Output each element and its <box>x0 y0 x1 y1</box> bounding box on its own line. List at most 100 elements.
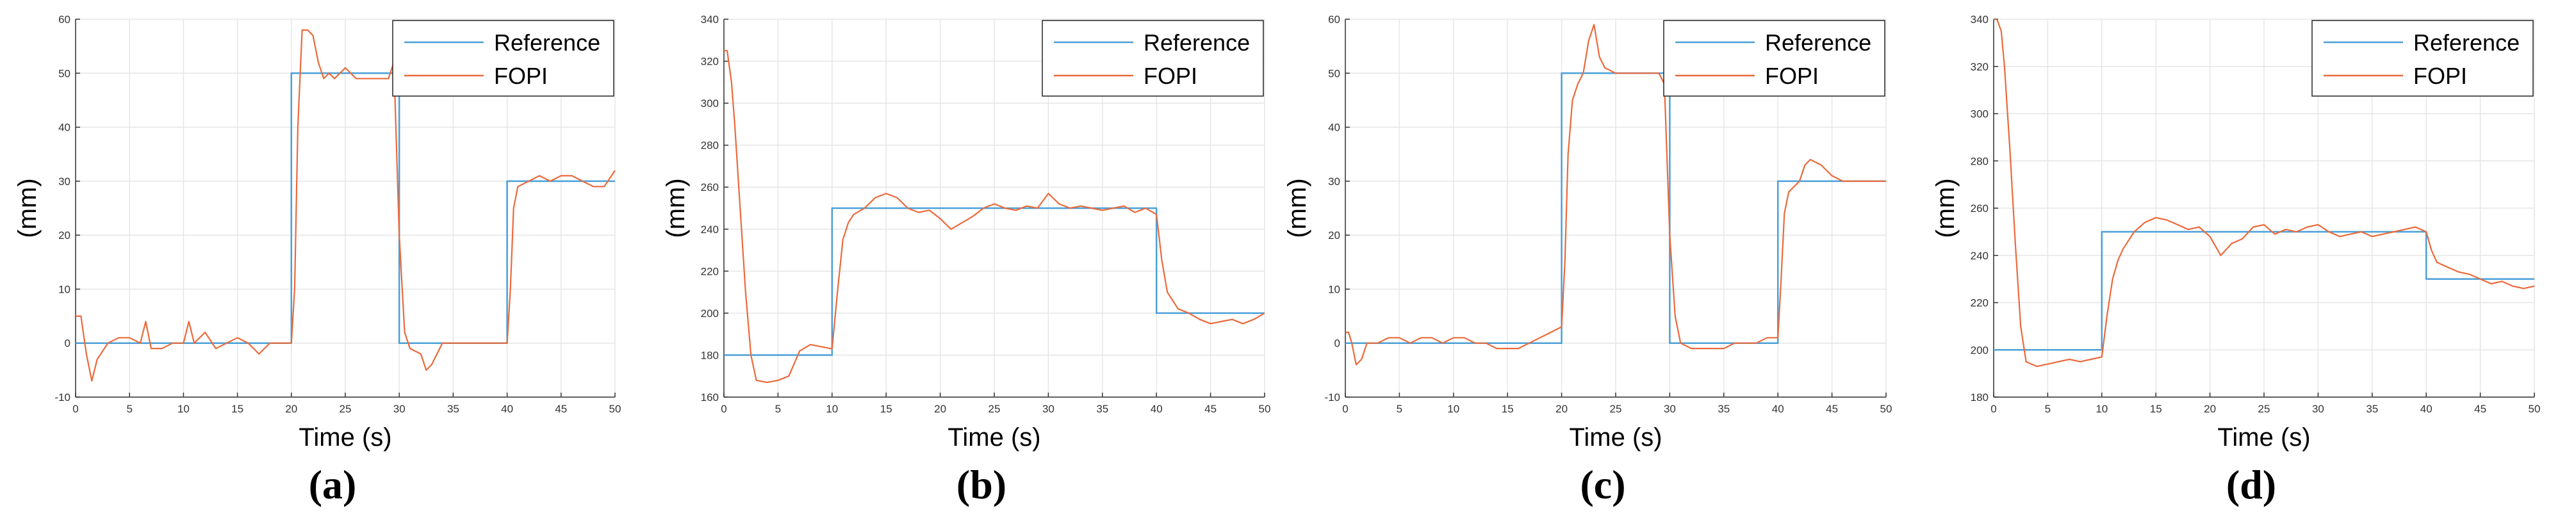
y-tick-label: 30 <box>1328 175 1340 188</box>
chart-panel-3: 0 5 10 15 20 25 30 35 40 45 50-100102030405060Refe… <box>1283 13 1892 507</box>
y-tick-label: 0 <box>1334 338 1340 350</box>
x-tick-label: 15 <box>231 403 243 415</box>
y-tick-label: 10 <box>1328 283 1340 295</box>
y-tick-label: -10 <box>54 391 70 404</box>
legend-label-reference: Reference <box>1765 29 1871 56</box>
x-tick-label: 10 <box>826 403 838 415</box>
x-tick-label: 35 <box>1718 403 1730 415</box>
x-tick-label: 10 <box>1447 403 1459 415</box>
y-tick-label: 280 <box>1971 155 1989 167</box>
x-tick-label: 40 <box>1151 403 1163 415</box>
y-tick-label: 220 <box>701 265 719 277</box>
x-axis-label: Time (s) <box>2217 423 2310 452</box>
y-axis-label: (mm) <box>1932 178 1960 238</box>
x-axis-label: Time (s) <box>948 423 1040 452</box>
x-tick-label: 15 <box>880 403 892 415</box>
series-line-fopi <box>724 50 1265 384</box>
legend-label-fopi: FOPI <box>1144 63 1197 89</box>
chart-panel-4: 0 5 10 15 20 25 30 35 40 45 50 180 200 220 240 260 280 30… <box>1932 13 2540 507</box>
y-tick-label: 160 <box>701 391 719 404</box>
series-line-reference <box>76 72 615 344</box>
x-tick-label: 45 <box>555 403 567 415</box>
y-tick-label: 30 <box>58 175 70 188</box>
x-tick-label: 40 <box>1772 403 1784 415</box>
y-tick-label: 10 <box>58 283 70 295</box>
x-tick-label: 40 <box>501 403 513 415</box>
x-tick-label: 15 <box>2150 403 2162 415</box>
y-tick-label: 240 <box>1971 250 1989 262</box>
x-tick-label: 30 <box>1664 403 1676 415</box>
x-tick-label: 45 <box>2474 403 2486 415</box>
chart-panel-1: 0 5 10 15 20 25 30 35 40 45 50-100102030405060Refe… <box>13 13 621 507</box>
x-tick-label: 5 <box>775 403 781 415</box>
y-axis-label: (mm) <box>662 178 690 238</box>
x-tick-label: 0 <box>72 403 78 415</box>
legend-label-fopi: FOPI <box>2413 63 2467 89</box>
panel-label: (d) <box>2226 462 2276 507</box>
legend-box <box>2311 20 2534 97</box>
y-tick-label: 340 <box>1971 13 1989 26</box>
x-tick-label: 30 <box>2312 403 2324 415</box>
y-tick-label: 200 <box>701 307 719 320</box>
x-tick-label: 5 <box>1397 403 1402 415</box>
legend-label-reference: Reference <box>1144 29 1250 56</box>
x-axis-label: Time (s) <box>1569 423 1662 452</box>
legend-label-fopi: FOPI <box>1765 63 1819 89</box>
x-tick-label: 5 <box>126 403 132 415</box>
y-tick-label: 300 <box>1971 108 1989 120</box>
x-tick-label: 30 <box>1042 403 1054 415</box>
x-tick-label: 25 <box>989 403 1001 415</box>
y-tick-label: 60 <box>58 13 70 26</box>
y-tick-label: 20 <box>58 229 70 241</box>
y-tick-label: 320 <box>701 56 719 68</box>
x-tick-label: 0 <box>1342 403 1348 415</box>
y-tick-label: 240 <box>701 224 719 236</box>
legend-label-fopi: FOPI <box>494 63 548 89</box>
y-tick-label: 340 <box>701 13 719 26</box>
y-axis-label: (mm) <box>1283 178 1311 238</box>
x-tick-label: 50 <box>2529 403 2541 415</box>
x-tick-label: 45 <box>1826 403 1838 415</box>
x-tick-label: 50 <box>1880 403 1892 415</box>
series-line-reference <box>724 207 1265 356</box>
x-tick-label: 30 <box>393 403 406 415</box>
series-line-fopi <box>76 29 615 382</box>
panel-label: (a) <box>309 462 357 507</box>
legend: Reference FOPI <box>2311 20 2534 97</box>
legend-box <box>1042 20 1264 97</box>
legend: Reference FOPI <box>1042 20 1264 97</box>
panel-label: (c) <box>1580 462 1625 507</box>
legend-box <box>1663 20 1885 97</box>
series-line-reference <box>1345 72 1886 344</box>
x-tick-label: 10 <box>2096 403 2108 415</box>
series-line-fopi <box>1345 24 1886 366</box>
y-tick-label: 260 <box>1971 202 1989 215</box>
y-tick-label: 260 <box>701 181 719 193</box>
x-tick-label: 35 <box>447 403 459 415</box>
chart-panel-2: 0 5 10 15 20 25 30 35 40 45 50 160 180 200 220 240 260 28… <box>662 13 1270 507</box>
panel-label: (b) <box>956 462 1006 507</box>
legend-label-reference: Reference <box>2413 29 2520 56</box>
x-tick-label: 50 <box>1259 403 1271 415</box>
y-tick-label: 40 <box>58 122 70 134</box>
y-tick-label: 20 <box>1328 229 1340 241</box>
y-tick-label: 50 <box>1328 67 1340 79</box>
y-tick-label: -10 <box>1324 391 1340 404</box>
y-tick-label: 200 <box>1971 344 1989 356</box>
x-tick-label: 45 <box>1204 403 1217 415</box>
y-tick-label: 320 <box>1971 61 1989 73</box>
y-tick-label: 40 <box>1328 122 1340 134</box>
y-tick-label: 50 <box>58 67 70 79</box>
x-tick-label: 20 <box>285 403 297 415</box>
x-tick-label: 50 <box>609 403 621 415</box>
x-tick-label: 40 <box>2420 403 2432 415</box>
x-tick-label: 35 <box>2366 403 2378 415</box>
x-tick-label: 0 <box>1990 403 1996 415</box>
legend: Reference FOPI <box>392 20 614 97</box>
x-tick-label: 25 <box>2258 403 2270 415</box>
x-tick-label: 20 <box>1555 403 1568 415</box>
y-tick-label: 300 <box>701 97 719 110</box>
series-line-fopi <box>1994 19 2534 368</box>
x-tick-label: 0 <box>721 403 726 415</box>
